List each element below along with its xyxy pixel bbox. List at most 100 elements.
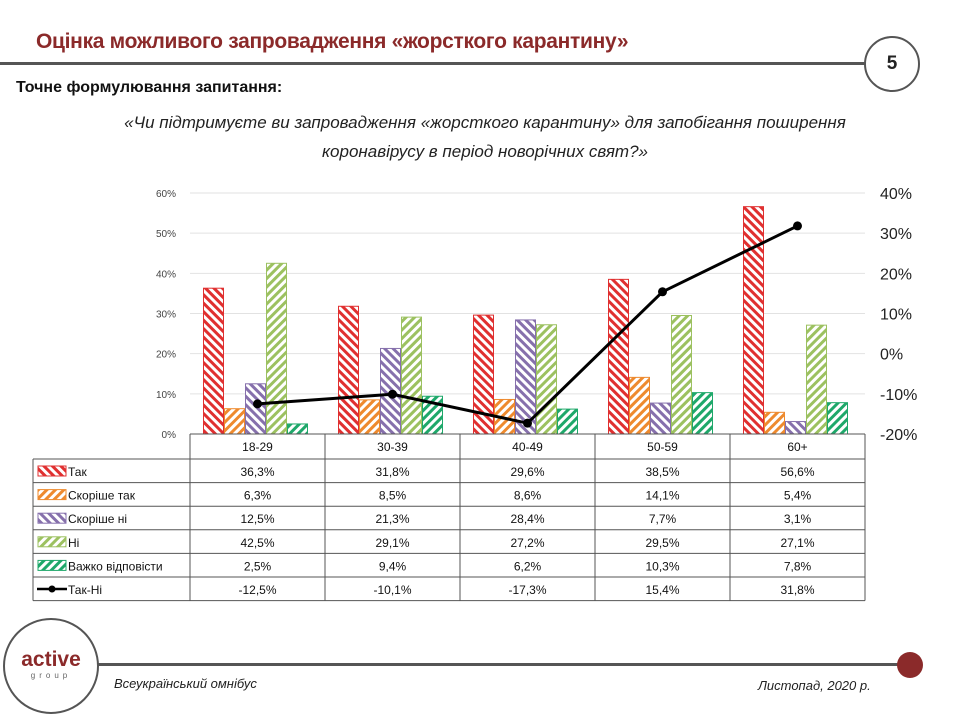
data-label: 42,5% bbox=[240, 536, 274, 550]
legend-line-marker bbox=[48, 585, 56, 593]
bar-Важко відповісти bbox=[692, 392, 713, 435]
data-label: 56,6% bbox=[780, 465, 814, 479]
left-axis-tick: 10% bbox=[156, 390, 176, 401]
data-label: 31,8% bbox=[375, 465, 409, 479]
left-axis-tick: 0% bbox=[162, 430, 177, 441]
data-label: 2,5% bbox=[244, 559, 272, 573]
legend-label: Скоріше ні bbox=[68, 512, 127, 526]
category-label: 30-39 bbox=[377, 440, 408, 454]
company-logo: active group bbox=[3, 618, 99, 714]
right-axis-tick: 10% bbox=[880, 307, 912, 324]
bar-Скоріше так bbox=[629, 376, 650, 435]
right-axis-tick: -10% bbox=[880, 387, 917, 404]
bar-Скоріше так bbox=[224, 408, 245, 435]
data-label: 15,4% bbox=[645, 583, 679, 597]
category-label: 40-49 bbox=[512, 440, 543, 454]
legend-swatch-Важко відповісти bbox=[37, 559, 67, 571]
category-label: 60+ bbox=[787, 440, 807, 454]
bar-Скоріше так bbox=[764, 411, 785, 435]
logo-text: active bbox=[21, 648, 81, 671]
question-text: «Чи підтримуєте ви запровадження «жорстк… bbox=[40, 108, 930, 166]
question-line-2: коронавірусу в період новорічних свят?» bbox=[322, 142, 648, 161]
legend-swatch-Так bbox=[37, 465, 67, 477]
data-label: 6,2% bbox=[514, 559, 542, 573]
category-label: 50-59 bbox=[647, 440, 678, 454]
bar-Скоріше так bbox=[359, 399, 380, 435]
data-label: 10,3% bbox=[645, 559, 679, 573]
right-axis-tick: 30% bbox=[880, 226, 912, 243]
page-number: 5 bbox=[864, 36, 920, 92]
data-label: 29,5% bbox=[645, 536, 679, 550]
legend-label: Так bbox=[68, 465, 87, 479]
legend-label: Важко відповісти bbox=[68, 559, 163, 573]
data-label: 5,4% bbox=[784, 489, 812, 503]
data-label: -10,1% bbox=[373, 583, 411, 597]
data-label: 12,5% bbox=[240, 512, 274, 526]
bar-Ні bbox=[671, 315, 692, 435]
bar-Скоріше ні bbox=[650, 402, 671, 435]
data-label: 27,1% bbox=[780, 536, 814, 550]
legend-swatch-Скоріше так bbox=[37, 489, 67, 501]
left-axis-tick: 40% bbox=[156, 269, 176, 280]
left-axis-tick: 30% bbox=[156, 310, 176, 321]
data-label: 6,3% bbox=[244, 489, 272, 503]
left-axis-tick: 60% bbox=[156, 189, 176, 200]
data-label: 3,1% bbox=[784, 512, 812, 526]
footer-divider bbox=[97, 663, 899, 666]
legend-swatch-Скоріше ні bbox=[37, 512, 67, 524]
legend-label: Так-Ні bbox=[68, 583, 102, 597]
data-label: 29,6% bbox=[510, 465, 544, 479]
data-label: -12,5% bbox=[238, 583, 276, 597]
footer-survey-name: Всеукраїнський омнібус bbox=[114, 676, 257, 691]
legend-label: Ні bbox=[68, 536, 79, 550]
bar-Скоріше ні bbox=[245, 383, 266, 435]
right-axis-tick: -20% bbox=[880, 427, 917, 444]
line-point bbox=[523, 418, 532, 428]
line-point bbox=[658, 287, 667, 297]
data-label: 29,1% bbox=[375, 536, 409, 550]
bar-Ні bbox=[401, 316, 422, 435]
line-point bbox=[388, 389, 397, 399]
slide-title: Оцінка можливого запровадження «жорстког… bbox=[36, 30, 629, 53]
data-label: 8,6% bbox=[514, 489, 542, 503]
bar-Ні bbox=[536, 324, 557, 435]
legend-swatch-Ні bbox=[37, 536, 67, 548]
data-label: 28,4% bbox=[510, 512, 544, 526]
logo-subtext: group bbox=[30, 671, 72, 680]
data-label: 21,3% bbox=[375, 512, 409, 526]
question-heading: Точне формулювання запитання: bbox=[16, 79, 283, 96]
legend-label: Скоріше так bbox=[68, 489, 136, 503]
data-label: 38,5% bbox=[645, 465, 679, 479]
bar-Ні bbox=[806, 324, 827, 435]
header-divider bbox=[0, 62, 866, 65]
data-label: 7,8% bbox=[784, 559, 812, 573]
bar-Так bbox=[608, 278, 629, 435]
left-axis-tick: 20% bbox=[156, 350, 176, 361]
bar-Важко відповісти bbox=[557, 408, 578, 435]
bar-Важко відповісти bbox=[827, 402, 848, 435]
bar-Скоріше ні bbox=[785, 421, 806, 435]
question-line-1: «Чи підтримуєте ви запровадження «жорстк… bbox=[124, 113, 846, 132]
right-axis-tick: 0% bbox=[880, 347, 903, 364]
data-label: 36,3% bbox=[240, 465, 274, 479]
bar-Важко відповісти bbox=[287, 423, 308, 435]
data-label: 27,2% bbox=[510, 536, 544, 550]
right-axis-tick: 40% bbox=[880, 186, 912, 203]
category-label: 18-29 bbox=[242, 440, 273, 454]
data-label: 14,1% bbox=[645, 489, 679, 503]
data-label: -17,3% bbox=[508, 583, 546, 597]
data-label: 31,8% bbox=[780, 583, 814, 597]
bar-Так bbox=[338, 305, 359, 435]
footer-date: Листопад, 2020 р. bbox=[758, 678, 871, 693]
bar-Ні bbox=[266, 262, 287, 435]
left-axis-tick: 50% bbox=[156, 229, 176, 240]
line-point bbox=[253, 399, 262, 409]
bar-Так bbox=[743, 206, 764, 435]
footer-dot bbox=[897, 652, 923, 678]
right-axis-tick: 20% bbox=[880, 266, 912, 283]
line-point bbox=[793, 221, 802, 231]
bar-Так bbox=[203, 287, 224, 435]
data-label: 9,4% bbox=[379, 559, 407, 573]
